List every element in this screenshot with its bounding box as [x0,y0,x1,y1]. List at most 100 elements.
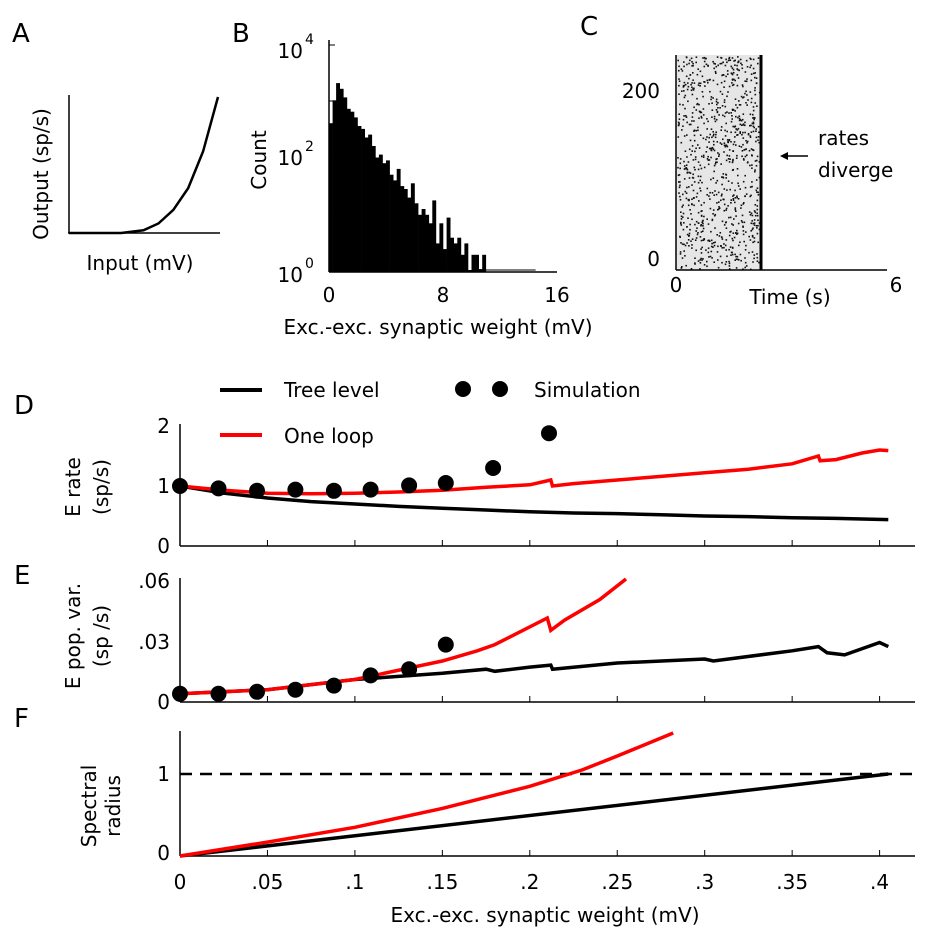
spike [689,172,692,174]
spike [686,88,689,91]
spike [683,135,686,137]
spike [696,102,699,105]
spike [719,232,722,234]
simulation-point [437,636,454,653]
spike [714,63,716,65]
spike [680,242,682,244]
spike [680,211,682,213]
spike [703,122,705,125]
histogram-bar [400,186,405,272]
spike [728,85,731,88]
spike [716,202,718,204]
spike [728,268,731,270]
spike [731,253,734,256]
spike [714,70,717,73]
spike [755,225,758,227]
spike [732,239,734,242]
spike [726,145,729,148]
spike [685,197,688,200]
histogram-bar [446,217,451,272]
spike [697,260,700,262]
spike [727,59,730,62]
spike [706,194,708,196]
spike [703,238,705,240]
spike [710,128,713,130]
spike [751,251,754,253]
spike [692,79,694,81]
spike [749,239,752,241]
spike [686,242,688,244]
spike [750,79,753,82]
spike [725,227,728,229]
spike [703,60,706,63]
spike [706,146,708,148]
spike [708,136,710,139]
spike [741,124,743,126]
x-tick-label: .1 [345,870,364,894]
a-xlabel: Input (mV) [87,251,194,275]
spike [755,130,757,132]
spike [730,254,732,256]
spike [757,125,760,128]
spike [735,104,737,106]
spike [702,95,704,98]
e-ylabel-2: (sp /s) [89,605,113,667]
spike [742,96,744,99]
spike [755,77,758,79]
spike [679,181,681,183]
spike [697,126,699,129]
spike [741,133,743,136]
spike [749,113,752,116]
spike [752,241,754,244]
spike [742,137,745,139]
spike [699,268,701,270]
spike [698,82,700,84]
spike [740,95,743,98]
spike [752,125,755,128]
spike [756,212,758,215]
spike [688,148,691,151]
spike [730,202,732,204]
spike [710,96,713,98]
spike [754,160,757,162]
histogram-bar [368,134,373,272]
spike [687,239,690,241]
spike [734,201,736,204]
c-ytick-200: 200 [622,79,660,103]
spike [751,149,754,151]
spike [729,216,732,219]
spike [697,175,700,178]
spike [697,232,699,234]
spike [693,204,695,207]
spike [731,82,733,84]
histogram-bar [329,123,333,272]
spike [757,57,760,59]
histogram-bar [396,168,401,272]
spike [683,222,685,224]
spike [691,65,693,67]
panel-b: 10 4 10 2 10 0 0 8 16 Exc.-exc. synaptic… [247,32,593,339]
spike [682,193,684,196]
spike [746,161,749,164]
spike [726,189,728,191]
spike [711,257,713,259]
spike [716,158,718,160]
spike [752,109,755,112]
spike [735,128,737,130]
spike [702,156,705,158]
spike [695,56,698,58]
spike [696,97,698,100]
spike [713,170,715,173]
spike [757,219,759,222]
spike [683,61,685,63]
histogram-bar [443,249,447,272]
spike [691,203,693,206]
spike [679,167,681,170]
spike [678,186,681,189]
spike [716,103,718,106]
spike [711,242,713,245]
spike [739,188,741,190]
spike [758,261,760,264]
spike [678,124,680,126]
spike [748,211,751,213]
